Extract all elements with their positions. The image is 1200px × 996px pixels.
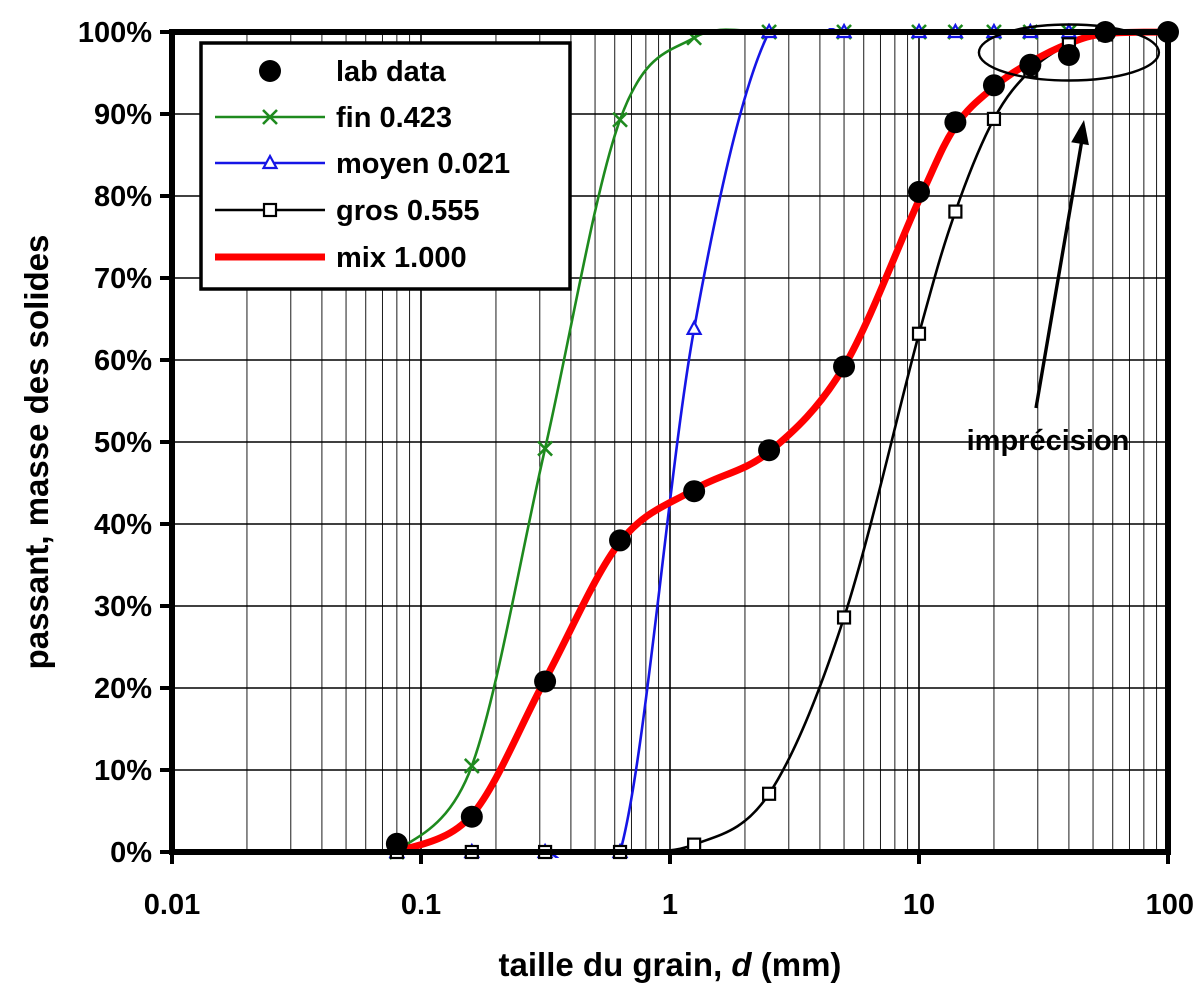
data-point-1 (612, 111, 628, 128)
legend-swatch-marker (262, 202, 278, 218)
annotation: imprécision (967, 23, 1161, 457)
x-axis-title-prefix: taille du grain, (499, 946, 732, 983)
y-tick-label: 20% (94, 673, 152, 705)
legend-swatch-marker (261, 153, 279, 170)
x-tick-label: 1 (662, 889, 678, 921)
x-tick-label: 0.01 (144, 889, 200, 921)
data-point-0 (758, 439, 781, 462)
data-point-0 (460, 805, 483, 828)
data-point-0 (1057, 43, 1080, 66)
y-tick-label: 40% (94, 509, 152, 541)
y-tick-label: 30% (94, 591, 152, 623)
annotation-label: imprécision (967, 425, 1130, 457)
data-point-3 (911, 326, 927, 341)
legend-label: lab data (336, 56, 446, 88)
data-point-3 (687, 837, 702, 852)
y-tick-label: 0% (110, 837, 152, 869)
data-point-0 (1019, 53, 1042, 76)
data-point-3 (836, 610, 852, 625)
data-point-1 (537, 440, 553, 457)
data-point-0 (944, 111, 967, 134)
x-tick-label: 0.1 (401, 889, 441, 921)
x-tick-label: 100 (1146, 889, 1194, 921)
data-point-0 (908, 180, 930, 203)
data-point-3 (986, 111, 1002, 127)
legend-box (199, 41, 572, 291)
annotation-arrow (1034, 127, 1086, 409)
data-point-0 (982, 74, 1005, 97)
data-point-1 (463, 757, 480, 774)
data-point-0 (534, 670, 557, 693)
y-tick-label: 90% (94, 99, 152, 131)
x-tick-label: 10 (903, 889, 935, 921)
y-tick-label: 100% (78, 17, 152, 49)
annotation-arrowhead (1071, 120, 1089, 146)
data-point-0 (609, 529, 632, 552)
x-axis-title: taille du grain, d (mm) (499, 946, 842, 983)
legend-swatch-marker (262, 109, 278, 125)
data-point-0 (683, 480, 706, 503)
y-tick-label: 10% (94, 755, 152, 787)
legend-label: fin 0.423 (336, 102, 452, 134)
x-axis-title-unit: (mm) (752, 946, 842, 983)
data-point-3 (761, 786, 777, 801)
data-point-2 (685, 319, 703, 335)
x-axis-title-variable: d (731, 946, 752, 983)
legend-label: gros 0.555 (336, 195, 479, 227)
y-tick-label: 70% (94, 263, 152, 295)
y-tick-label: 80% (94, 181, 152, 213)
legend-label: mix 1.000 (336, 242, 467, 274)
data-point-3 (948, 204, 963, 219)
y-axis-title: passant, masse des solides (18, 235, 55, 670)
plot-markers (385, 21, 1179, 860)
axis-ticks: 0% 10% 20% 30% 40% 50% 60% 70% 80% 90% 100% 0.01 0.1… (78, 17, 1194, 921)
data-point-0 (833, 355, 856, 378)
y-tick-label: 60% (94, 345, 152, 377)
legend-label: moyen 0.021 (336, 148, 510, 180)
legend: lab data fin 0.423 moyen 0.021 gros 0.555 mi… (199, 41, 572, 291)
y-tick-label: 50% (94, 427, 152, 459)
annotation-ellipse (977, 23, 1161, 82)
legend-swatch-marker (259, 60, 281, 82)
